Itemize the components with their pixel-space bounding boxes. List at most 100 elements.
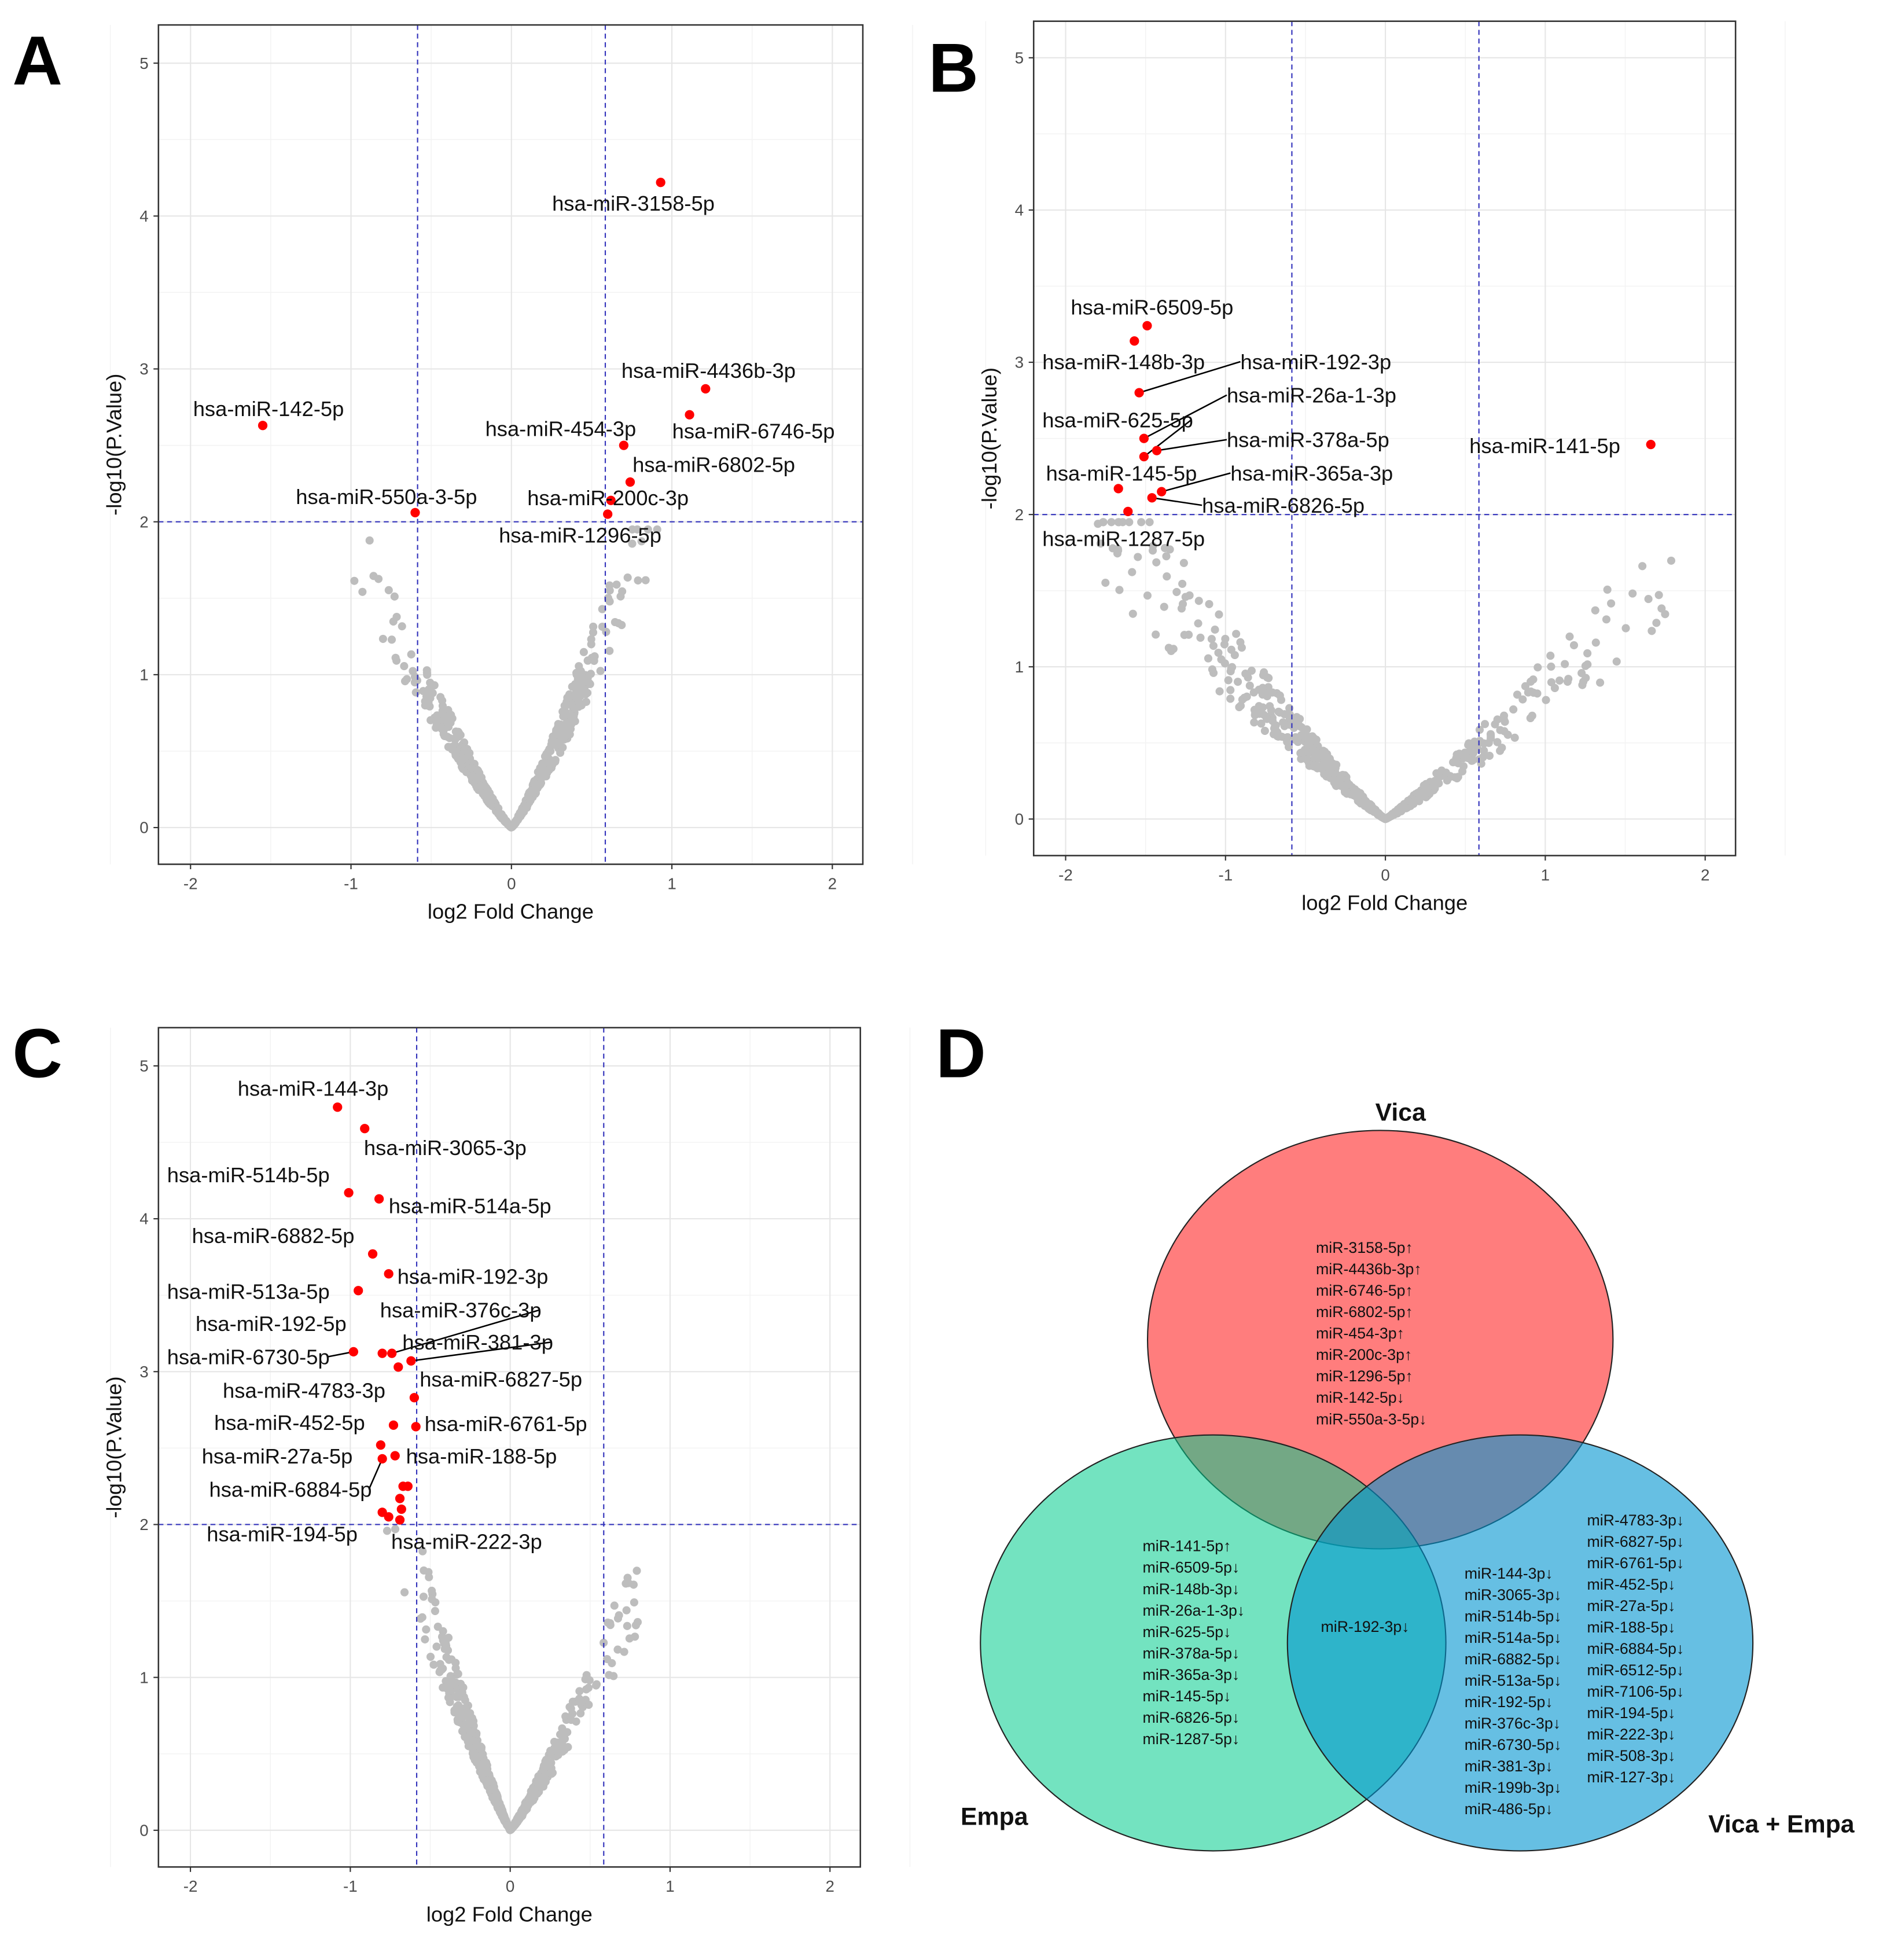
point-label: hsa-miR-26a-1-3p bbox=[1227, 384, 1396, 407]
nonsignificant-point bbox=[1224, 676, 1233, 685]
nonsignificant-point bbox=[524, 1800, 532, 1808]
venn-item-vica: miR-200c-3p↑ bbox=[1316, 1346, 1412, 1363]
nonsignificant-point bbox=[1211, 626, 1219, 634]
nonsignificant-point bbox=[554, 1748, 562, 1756]
significant-point bbox=[377, 1348, 387, 1358]
venn-item-vica: miR-142-5p↓ bbox=[1316, 1389, 1404, 1406]
nonsignificant-point bbox=[1524, 688, 1532, 697]
nonsignificant-point bbox=[567, 701, 576, 710]
point-label: hsa-miR-376c-3p bbox=[380, 1298, 542, 1322]
nonsignificant-point bbox=[1510, 733, 1519, 742]
nonsignificant-point bbox=[603, 1654, 612, 1664]
point-label: hsa-miR-550a-3-5p bbox=[296, 485, 477, 509]
y-tick-label: 2 bbox=[139, 513, 148, 531]
venn-item-vica-empa: miR-514b-5p↓ bbox=[1465, 1608, 1562, 1625]
venn-item-vica: miR-6746-5p↑ bbox=[1316, 1282, 1413, 1299]
nonsignificant-point bbox=[437, 725, 446, 733]
venn-circle-vica-empa bbox=[1286, 1434, 1754, 1852]
y-tick-label: 5 bbox=[139, 54, 148, 72]
point-label: hsa-miR-192-3p bbox=[1240, 350, 1391, 374]
nonsignificant-point bbox=[1464, 741, 1473, 749]
significant-point bbox=[376, 1440, 385, 1450]
point-label: hsa-miR-1287-5p bbox=[1042, 527, 1205, 551]
volcano-plot-a: hsa-miR-3158-5p hsa-miR-4436b-3p hsa-miR-6… bbox=[102, 24, 913, 924]
nonsignificant-point bbox=[1480, 747, 1488, 755]
nonsignificant-point bbox=[611, 618, 619, 627]
nonsignificant-point bbox=[1450, 757, 1459, 766]
nonsignificant-point bbox=[1194, 619, 1202, 628]
venn-item-vica-empa: miR-6512-5p↓ bbox=[1587, 1661, 1684, 1679]
nonsignificant-point bbox=[1320, 770, 1329, 778]
nonsignificant-point bbox=[1579, 678, 1588, 686]
nonsignificant-point bbox=[1250, 705, 1259, 714]
nonsignificant-point bbox=[1493, 738, 1502, 747]
venn-item-vica-empa: miR-486-5p↓ bbox=[1465, 1800, 1553, 1818]
nonsignificant-point bbox=[1162, 552, 1171, 561]
nonsignificant-point bbox=[1533, 689, 1542, 698]
nonsignificant-point bbox=[1370, 807, 1379, 816]
y-tick-label: 0 bbox=[1015, 810, 1024, 828]
venn-item-empa: miR-6509-5p↓ bbox=[1142, 1559, 1240, 1576]
nonsignificant-point bbox=[1209, 641, 1218, 650]
nonsignificant-point bbox=[1221, 634, 1230, 643]
significant-point bbox=[1139, 452, 1149, 462]
significant-point bbox=[403, 1481, 413, 1491]
venn-item-empa: miR-141-5p↑ bbox=[1142, 1538, 1231, 1555]
venn-item-vica-empa: miR-508-3p↓ bbox=[1587, 1747, 1675, 1764]
nonsignificant-point bbox=[389, 617, 398, 626]
nonsignificant-point bbox=[551, 757, 560, 766]
significant-point bbox=[411, 1422, 421, 1432]
significant-point bbox=[333, 1102, 343, 1112]
nonsignificant-point bbox=[1441, 768, 1450, 777]
nonsignificant-point bbox=[1205, 600, 1213, 608]
x-tick-label: -1 bbox=[1218, 866, 1233, 884]
nonsignificant-point bbox=[1235, 703, 1244, 712]
nonsignificant-point bbox=[446, 1686, 454, 1695]
venn-label-vica: Vica bbox=[1376, 1098, 1426, 1126]
nonsignificant-point bbox=[503, 1821, 512, 1830]
nonsignificant-point bbox=[1096, 539, 1105, 548]
nonsignificant-point bbox=[418, 1547, 427, 1556]
nonsignificant-point bbox=[586, 680, 594, 689]
nonsignificant-points bbox=[383, 1525, 642, 1834]
nonsignificant-point bbox=[1165, 545, 1174, 554]
y-tick-label: 2 bbox=[139, 1516, 148, 1534]
nonsignificant-point bbox=[1275, 691, 1284, 700]
nonsignificant-point bbox=[596, 667, 605, 675]
nonsignificant-point bbox=[392, 656, 401, 665]
nonsignificant-point bbox=[1196, 633, 1205, 642]
significant-point bbox=[367, 1249, 378, 1259]
nonsignificant-point bbox=[582, 1671, 591, 1679]
nonsignificant-point bbox=[472, 1739, 481, 1748]
y-axis-title: -log10(P.Value) bbox=[977, 367, 1001, 509]
significant-point bbox=[685, 410, 694, 420]
nonsignificant-point bbox=[451, 751, 460, 760]
nonsignificant-point bbox=[1250, 718, 1259, 727]
point-label: hsa-miR-141-5p bbox=[1469, 434, 1620, 458]
nonsignificant-point bbox=[1503, 730, 1512, 739]
nonsignificant-point bbox=[1621, 624, 1630, 633]
point-label: hsa-miR-3158-5p bbox=[552, 192, 715, 215]
nonsignificant-point bbox=[407, 650, 415, 659]
nonsignificant-point bbox=[1513, 690, 1522, 699]
nonsignificant-point bbox=[459, 1683, 468, 1692]
nonsignificant-point bbox=[1393, 806, 1403, 814]
nonsignificant-point bbox=[431, 1606, 439, 1616]
point-label: hsa-miR-6509-5p bbox=[1071, 296, 1233, 319]
nonsignificant-point bbox=[589, 622, 598, 631]
nonsignificant-point bbox=[428, 1595, 436, 1604]
y-tick-label: 0 bbox=[139, 1821, 148, 1839]
nonsignificant-points bbox=[1094, 518, 1676, 823]
nonsignificant-point bbox=[446, 1698, 454, 1707]
nonsignificant-point bbox=[1207, 635, 1216, 643]
significant-point bbox=[603, 509, 613, 519]
nonsignificant-point bbox=[1591, 638, 1600, 647]
x-axis-title: log2 Fold Change bbox=[428, 900, 594, 924]
nonsignificant-point bbox=[1311, 753, 1320, 762]
nonsignificant-point bbox=[400, 677, 410, 686]
point-label: hsa-miR-145-5p bbox=[1046, 461, 1197, 485]
nonsignificant-point bbox=[1596, 678, 1605, 687]
nonsignificant-point bbox=[587, 640, 595, 649]
nonsignificant-point bbox=[442, 1653, 451, 1661]
x-axis-title: log2 Fold Change bbox=[1301, 891, 1468, 915]
